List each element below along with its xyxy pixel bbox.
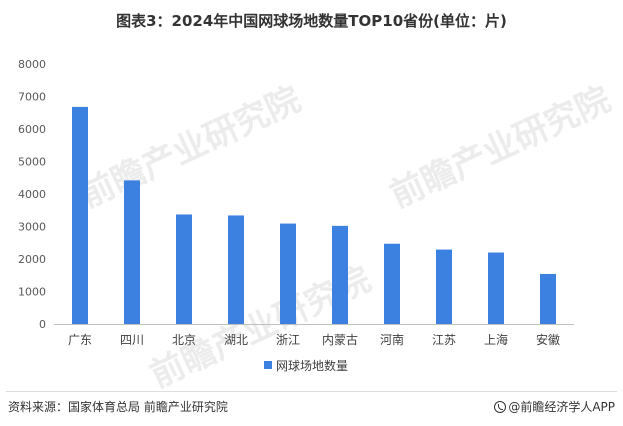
chart-title: 图表3：2024年中国网球场地数量TOP10省份(单位：片) xyxy=(116,12,507,30)
y-tick-label: 1000 xyxy=(18,286,46,299)
x-tick-label: 内蒙古 xyxy=(322,332,358,347)
y-tick-label: 6000 xyxy=(18,123,46,136)
bar xyxy=(124,180,140,324)
source-note: 资料来源：国家体育总局 前瞻产业研究院 xyxy=(8,400,228,414)
x-tick-label: 湖北 xyxy=(224,332,248,347)
x-tick-label: 浙江 xyxy=(276,333,300,347)
brand-credit: @前瞻经济学人APP xyxy=(494,398,615,415)
x-tick-label: 上海 xyxy=(484,332,508,347)
brand-logo-icon xyxy=(494,401,507,413)
y-tick-label: 3000 xyxy=(18,221,46,234)
bar xyxy=(488,252,504,324)
bar xyxy=(436,249,452,324)
y-tick-label: 0 xyxy=(39,318,46,331)
y-tick-label: 2000 xyxy=(18,253,46,266)
y-tick-label: 4000 xyxy=(18,188,46,201)
bar xyxy=(176,214,192,324)
legend-swatch xyxy=(264,361,272,369)
x-tick-label: 北京 xyxy=(172,333,196,347)
y-tick-label: 8000 xyxy=(18,58,46,71)
y-tick-label: 7000 xyxy=(18,91,46,104)
bar xyxy=(72,106,88,325)
x-tick-label: 四川 xyxy=(120,333,144,347)
x-tick-label: 广东 xyxy=(68,333,92,347)
x-tick-label: 河南 xyxy=(380,332,404,347)
x-axis: 广东 四川 北京 湖北 浙江 内蒙古 河南 江苏 上海 安徽 xyxy=(68,332,560,347)
bar xyxy=(228,215,244,324)
bar-series xyxy=(72,106,556,325)
x-tick-label: 江苏 xyxy=(432,333,456,347)
bar xyxy=(540,273,556,324)
bar xyxy=(280,223,296,324)
x-tick-label: 安徽 xyxy=(536,332,560,347)
legend: 网球场地数量 xyxy=(264,358,348,373)
brand-text: @前瞻经济学人APP xyxy=(508,400,615,414)
y-tick-label: 5000 xyxy=(18,156,46,169)
y-axis: 0 1000 2000 3000 4000 5000 6000 7000 8000 xyxy=(18,58,46,331)
bar xyxy=(332,225,348,324)
footer-divider xyxy=(6,391,617,392)
bar xyxy=(384,243,400,324)
legend-label: 网球场地数量 xyxy=(276,358,348,373)
